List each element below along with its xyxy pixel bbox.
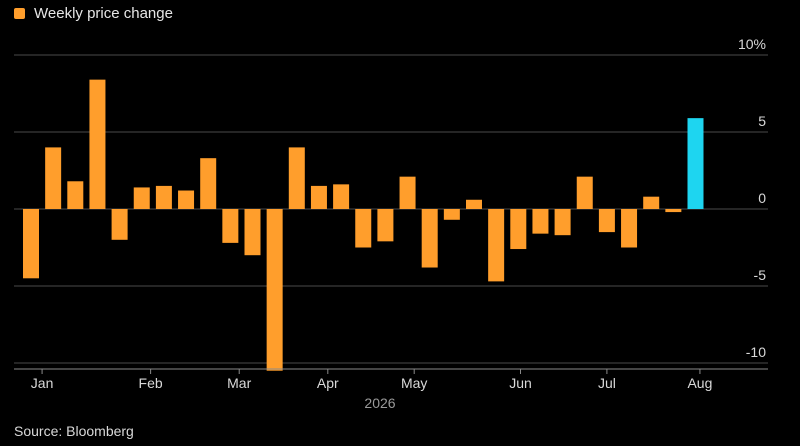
bar: [23, 209, 39, 279]
x-tick-label: Jun: [509, 375, 532, 391]
bar: [377, 209, 394, 242]
x-tick-label: Jan: [31, 375, 54, 391]
x-tick-label: Apr: [317, 375, 339, 391]
bar: [266, 209, 283, 371]
bar: [621, 209, 638, 248]
legend-swatch: [14, 8, 25, 19]
bar: [443, 209, 460, 220]
x-tick-label: Mar: [227, 375, 251, 391]
bar: [111, 209, 128, 240]
bar: [466, 199, 482, 209]
bar: [554, 209, 571, 236]
bar: [155, 185, 172, 209]
bar: [687, 118, 704, 209]
x-tick-label: Aug: [687, 375, 712, 391]
bar: [67, 181, 84, 209]
legend-label: Weekly price change: [34, 5, 173, 22]
bar: [421, 209, 438, 268]
bar: [178, 190, 195, 209]
bar: [200, 158, 217, 209]
x-tick-label: Jul: [598, 375, 616, 391]
y-tick-label: -10: [746, 344, 766, 360]
bar: [310, 185, 327, 209]
legend: Weekly price change: [14, 5, 173, 22]
x-tick-label: May: [401, 375, 427, 391]
bar: [222, 209, 239, 243]
y-tick-label: -5: [754, 267, 767, 283]
bar: [89, 79, 106, 209]
y-tick-label: 5: [758, 113, 766, 129]
bar: [665, 209, 682, 213]
bar: [643, 196, 660, 209]
x-tick-label: Feb: [139, 375, 163, 391]
bar: [488, 209, 505, 282]
bar: [399, 176, 416, 209]
y-tick-label: 10%: [738, 36, 766, 52]
bar: [133, 187, 150, 209]
bar: [288, 147, 305, 209]
y-tick-label: 0: [758, 190, 766, 206]
bar: [576, 176, 593, 209]
source-note: Source: Bloomberg: [14, 423, 134, 439]
bar: [45, 147, 62, 209]
bar: [244, 209, 261, 256]
bar: [532, 209, 549, 234]
bar: [510, 209, 527, 250]
x-year-label: 2026: [364, 395, 395, 411]
bar: [333, 184, 350, 209]
bar: [598, 209, 615, 233]
bar: [355, 209, 372, 248]
